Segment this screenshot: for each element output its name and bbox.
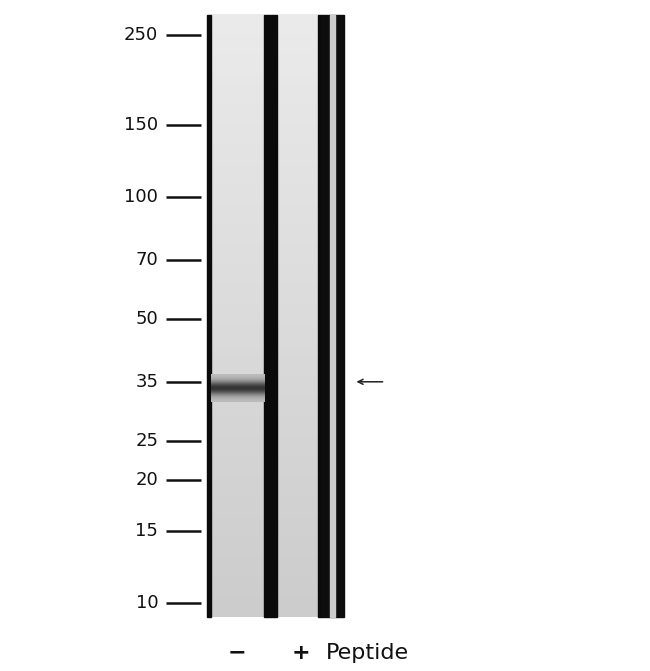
Text: 250: 250 [124, 26, 159, 44]
Text: 150: 150 [124, 116, 159, 134]
Bar [274, 15, 277, 617]
Text: 25: 25 [135, 432, 159, 450]
Text: 100: 100 [124, 188, 159, 205]
Text: 50: 50 [136, 310, 159, 328]
Text: +: + [291, 643, 310, 663]
Text: 15: 15 [135, 522, 159, 540]
Text: 70: 70 [136, 250, 159, 268]
Bar [264, 15, 268, 617]
Text: Peptide: Peptide [326, 643, 409, 663]
Bar [330, 15, 335, 617]
Text: −: − [228, 643, 247, 663]
Text: 20: 20 [136, 472, 159, 489]
Bar [207, 15, 211, 617]
Bar [318, 15, 321, 617]
Bar [321, 15, 344, 617]
Bar [268, 15, 274, 617]
Text: 35: 35 [135, 373, 159, 391]
Text: 10: 10 [136, 594, 159, 612]
